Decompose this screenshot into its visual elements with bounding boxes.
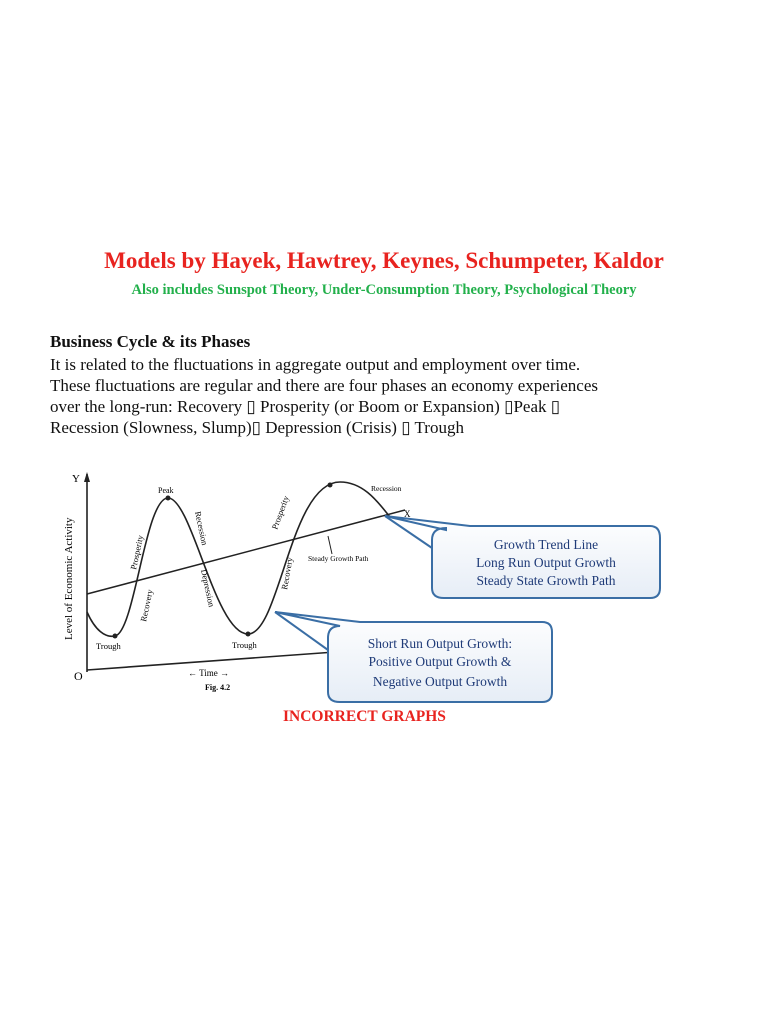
steady-growth-label: Steady Growth Path [308, 554, 369, 563]
recession-label: Recession [371, 484, 402, 493]
origin-label: O [74, 669, 83, 683]
business-cycle-curve [86, 481, 391, 638]
section-heading: Business Cycle & its Phases [50, 332, 251, 351]
steady-growth-pointer [327, 535, 333, 555]
time-label: ← Time → [188, 668, 229, 678]
paragraph-line: over the long-run: Recovery ▯ Prosperity… [50, 397, 561, 416]
peak-dot [165, 495, 171, 501]
paragraph-line: It is related to the fluctuations in agg… [50, 355, 581, 374]
peak-label: Peak [158, 486, 174, 495]
figure-label: Fig. 4.2 [205, 683, 230, 692]
trough-dot [112, 633, 118, 639]
callout-line: Long Run Output Growth [476, 555, 616, 570]
page-title: Models by Hayek, Hawtrey, Keynes, Schump… [104, 248, 664, 273]
recovery-label: Recovery [279, 556, 295, 591]
callout-line: Short Run Output Growth: [368, 636, 512, 651]
short-run-callout: Short Run Output Growth: Positive Output… [274, 611, 553, 703]
callout-line: Steady State Growth Path [476, 573, 615, 588]
callout-line: Growth Trend Line [494, 537, 598, 552]
trough-label: Trough [96, 641, 121, 651]
paragraph-line: Recession (Slowness, Slump)▯ Depression … [50, 418, 464, 437]
trough-label: Trough [232, 640, 257, 650]
y-axis-arrow [84, 472, 90, 482]
incorrect-graphs-label: INCORRECT GRAPHS [283, 708, 446, 725]
peak-dot [327, 482, 333, 488]
recovery-label: Recovery [138, 588, 155, 623]
x-axis-letter: X [404, 509, 411, 519]
section-paragraph: It is related to the fluctuations in agg… [50, 354, 730, 438]
x-axis [86, 651, 336, 671]
steady-growth-line [86, 509, 406, 595]
page-subtitle: Also includes Sunspot Theory, Under-Cons… [131, 282, 637, 298]
y-axis-letter: Y [72, 473, 80, 485]
paragraph-line: These fluctuations are regular and there… [50, 376, 598, 395]
prosperity-label: Prosperity [269, 494, 291, 531]
y-axis-label: Level of Economic Activity [63, 517, 75, 640]
prosperity-label: Prosperity [128, 533, 145, 570]
growth-trend-callout: Growth Trend Line Long Run Output Growth… [384, 515, 661, 599]
trough-dot [245, 631, 251, 637]
callout-line: Negative Output Growth [373, 674, 507, 689]
callout-line: Positive Output Growth & [369, 654, 512, 669]
